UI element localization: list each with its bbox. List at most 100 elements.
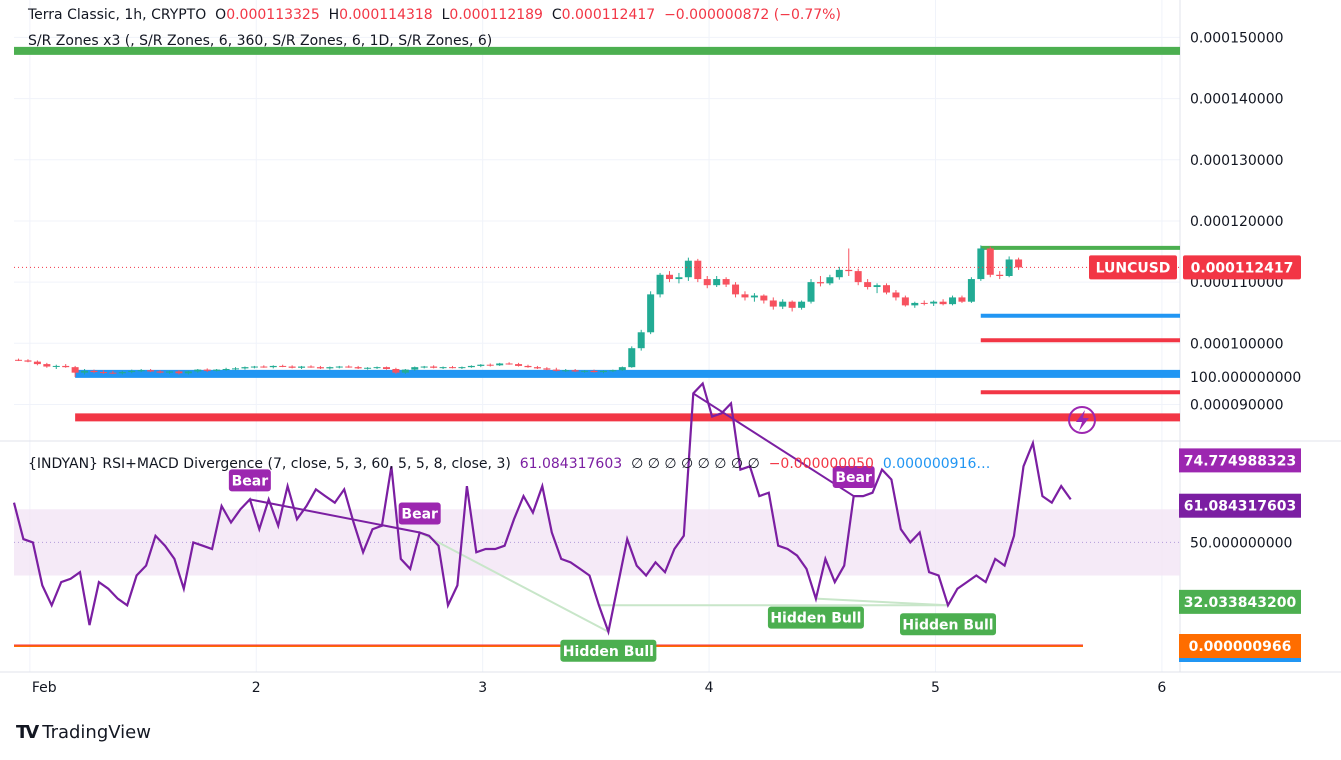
label-bg	[900, 613, 997, 636]
candle	[175, 370, 183, 375]
candle	[816, 276, 824, 287]
candle-body	[854, 271, 862, 283]
candle	[741, 291, 749, 301]
candle-body	[213, 369, 221, 371]
candle	[581, 370, 589, 373]
candle	[222, 367, 230, 371]
sr-zones-legend[interactable]: S/R Zones x3 (, S/R Zones, 6, 360, S/R Z…	[28, 32, 492, 50]
candle-body	[439, 367, 447, 369]
candle-body	[147, 370, 155, 372]
candle	[599, 370, 607, 374]
candle	[750, 293, 758, 302]
candle	[713, 276, 721, 288]
osc-value-badge-label: 74.774988323	[1184, 453, 1296, 469]
change-value: −0.000000872 (−0.77%)	[664, 7, 841, 23]
candle-body	[750, 295, 758, 298]
candle-body	[798, 301, 806, 308]
candle	[194, 368, 202, 373]
candle-body	[920, 302, 928, 304]
candle	[901, 295, 909, 307]
candle-body	[496, 363, 504, 366]
candle-body	[260, 366, 268, 368]
candle-body	[1015, 259, 1023, 268]
candle	[203, 368, 211, 373]
last-price-badge	[1183, 255, 1301, 280]
candle-body	[930, 301, 938, 304]
bear-label: Bear	[832, 466, 875, 489]
candle	[515, 362, 523, 367]
candle	[920, 300, 928, 306]
candle	[703, 276, 711, 289]
candle-body	[373, 367, 381, 369]
candle-body	[996, 274, 1004, 276]
candle	[590, 369, 598, 373]
osc-tick-label: 100.000000000	[1190, 370, 1301, 386]
candle	[52, 364, 60, 369]
candle	[33, 360, 41, 366]
osc-value-badge	[1179, 493, 1301, 518]
candle	[354, 365, 362, 369]
candle-body	[128, 370, 136, 373]
label-bg	[398, 502, 441, 525]
candle-body	[779, 301, 787, 307]
candle-body	[81, 370, 89, 373]
candle-body	[552, 369, 560, 371]
sr-zones-title: S/R Zones x3 (, S/R Zones, 6, 360, S/R Z…	[28, 33, 493, 49]
candle	[769, 297, 777, 310]
candle	[15, 358, 23, 362]
candle	[382, 366, 390, 370]
candle	[618, 366, 626, 371]
candle-body	[288, 366, 296, 368]
hidden-bull-label: Hidden Bull	[900, 613, 997, 636]
candle	[298, 365, 306, 369]
candle-body	[401, 369, 409, 373]
candle-body	[477, 364, 485, 366]
candle	[496, 362, 504, 366]
candle	[109, 370, 117, 374]
candle-body	[977, 248, 985, 280]
osc-value-badge	[1179, 448, 1301, 473]
close-label: C	[551, 7, 562, 23]
signal-value: 0.000000916…	[882, 456, 991, 472]
price-tick-label: 0.000090000	[1190, 397, 1284, 413]
candle	[232, 367, 240, 371]
tradingview-branding[interactable]: TV TradingView	[16, 722, 151, 743]
candle	[430, 365, 438, 369]
candle	[316, 365, 324, 369]
lightning-icon	[1068, 406, 1096, 434]
candle-body	[986, 248, 994, 275]
candle-body	[571, 370, 579, 372]
candle	[401, 368, 409, 374]
time-tick-label: 6	[1157, 680, 1166, 696]
candle-body	[467, 365, 475, 368]
candle-body	[826, 277, 834, 284]
candle	[184, 370, 192, 375]
candle	[996, 271, 1004, 280]
candle-body	[269, 365, 277, 368]
hidden-bull-label: Hidden Bull	[767, 606, 864, 629]
candle-body	[835, 269, 843, 278]
candle-body	[222, 368, 230, 370]
candle-body	[184, 371, 192, 374]
candle	[939, 299, 947, 306]
rsi-macd-legend[interactable]: {INDYAN} RSI+MACD Divergence (7, close, …	[28, 455, 990, 473]
candle	[760, 294, 768, 304]
candle-body	[760, 295, 768, 301]
candle-body	[637, 332, 645, 349]
price-tick-label: 0.000120000	[1190, 214, 1284, 230]
candle	[892, 290, 900, 301]
candle-body	[345, 366, 353, 368]
candle-body	[449, 367, 457, 369]
candle	[364, 367, 372, 370]
candle-body	[732, 284, 740, 295]
candle-body	[939, 301, 947, 305]
candle	[543, 367, 551, 371]
divergence-line-1	[692, 392, 855, 497]
candle-body	[90, 370, 98, 373]
label-text: Hidden Bull	[902, 617, 993, 633]
label-text: Bear	[835, 470, 872, 486]
candle-body	[958, 297, 966, 302]
candle-body	[949, 297, 957, 305]
candle	[826, 274, 834, 286]
